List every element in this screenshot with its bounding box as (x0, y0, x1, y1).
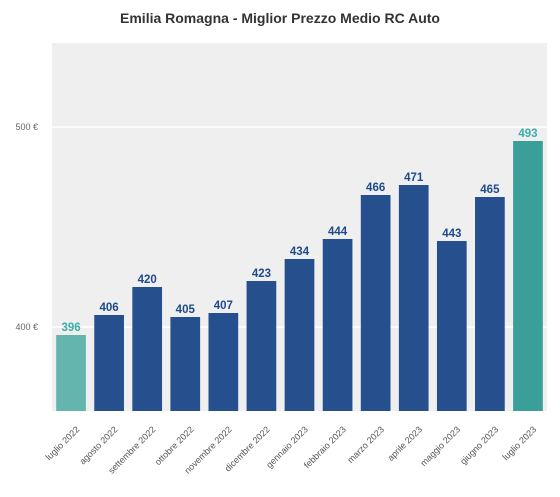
y-tick-label: 500 € (15, 122, 38, 132)
bar (208, 313, 239, 411)
x-tick-label: marzo 2023 (345, 424, 386, 465)
bar (360, 195, 391, 411)
bar (284, 259, 315, 411)
bar (170, 317, 201, 411)
chart-title: Emilia Romagna - Miglior Prezzo Medio RC… (120, 10, 440, 26)
data-label: 465 (480, 184, 500, 196)
bar (475, 197, 505, 411)
data-label: 405 (176, 304, 196, 316)
bar (246, 281, 277, 411)
data-label: 434 (290, 246, 310, 258)
data-label: 466 (366, 182, 385, 194)
data-label: 407 (214, 300, 233, 312)
bar (513, 141, 543, 411)
data-label: 423 (252, 268, 271, 280)
data-label: 420 (138, 274, 157, 286)
x-tick-label: luglio 2023 (501, 424, 539, 462)
data-label: 471 (404, 172, 424, 184)
x-tick-label: maggio 2023 (418, 424, 462, 468)
bar (398, 185, 429, 411)
bar (322, 239, 353, 411)
bar (436, 241, 467, 411)
data-label: 444 (328, 226, 348, 238)
x-tick-label: agosto 2022 (77, 424, 119, 466)
data-label: 406 (100, 302, 119, 314)
x-tick-label: luglio 2022 (44, 424, 82, 462)
x-tick-label: giugno 2023 (458, 424, 500, 466)
bar (56, 335, 86, 411)
data-label: 443 (442, 228, 461, 240)
data-label: 396 (61, 322, 80, 334)
x-tick-label: aprile 2023 (386, 424, 425, 463)
bar (94, 315, 124, 411)
y-tick-label: 400 € (15, 322, 38, 332)
data-label: 493 (518, 128, 537, 140)
bar (132, 287, 163, 411)
